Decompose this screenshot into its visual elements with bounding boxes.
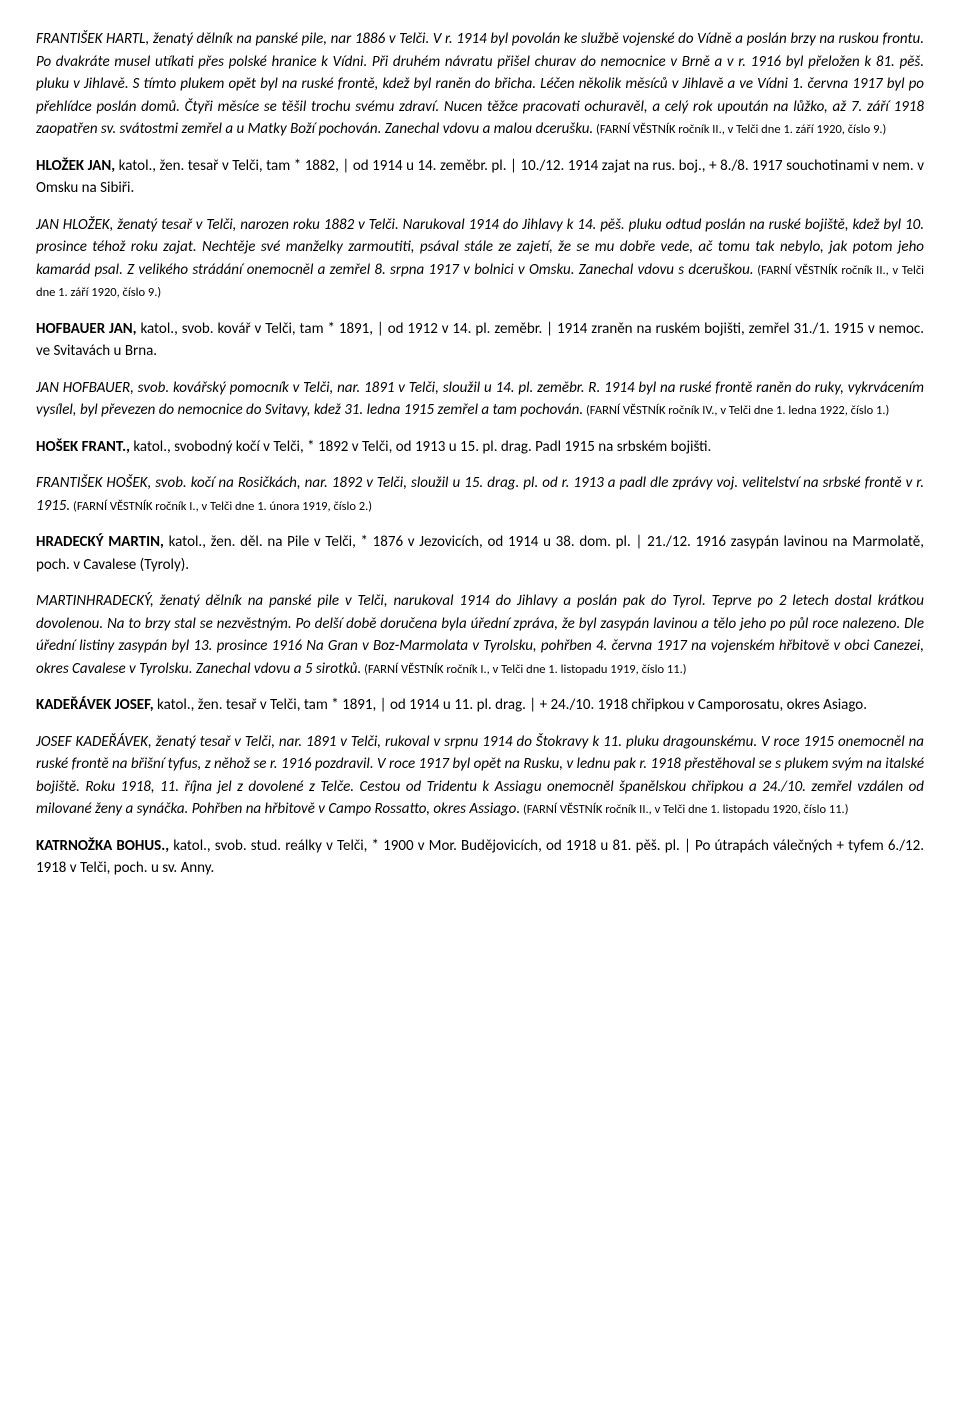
text-segment: katol., svobodný kočí v Telči, * 1892 v … <box>130 438 711 456</box>
text-segment: katol., žen. děl. na Pile v Telči, * 187… <box>36 533 924 574</box>
text-segment: HLOŽEK JAN, <box>36 157 115 175</box>
text-segment: HOŠEK FRANT., <box>36 438 130 456</box>
paragraph: JOSEF KADEŘÁVEK, ženatý tesař v Telči, n… <box>36 731 924 821</box>
paragraph: FRANTIŠEK HOŠEK, svob. kočí na Rosičkách… <box>36 472 924 517</box>
document-body: FRANTIŠEK HARTL, ženatý dělník na panské… <box>36 28 924 880</box>
text-segment: katol., žen. tesař v Telči, tam * 1891, … <box>154 696 867 714</box>
paragraph: HOFBAUER JAN, katol., svob. kovář v Telč… <box>36 318 924 363</box>
paragraph: KATRNOŽKA BOHUS., katol., svob. stud. re… <box>36 835 924 880</box>
text-segment: (FARNÍ VĚSTNÍK ročník I., v Telči dne 1.… <box>361 662 686 677</box>
text-segment: (FARNÍ VĚSTNÍK ročník II., v Telči dne 1… <box>520 802 848 817</box>
text-segment: katol., svob. kovář v Telči, tam * 1891,… <box>36 320 924 361</box>
text-segment: HRADECKÝ MARTIN, <box>36 533 164 551</box>
text-segment: katol., žen. tesař v Telči, tam * 1882, … <box>36 157 924 198</box>
text-segment: (FARNÍ VĚSTNÍK ročník II., v Telči dne 1… <box>593 122 886 137</box>
paragraph: HOŠEK FRANT., katol., svobodný kočí v Te… <box>36 436 924 459</box>
text-segment: KATRNOŽKA BOHUS., <box>36 837 169 855</box>
paragraph: JAN HOFBAUER, svob. kovářský pomocník v … <box>36 377 924 422</box>
text-segment: katol., svob. stud. reálky v Telči, * 19… <box>36 837 924 878</box>
paragraph: HRADECKÝ MARTIN, katol., žen. děl. na Pi… <box>36 531 924 576</box>
paragraph: HLOŽEK JAN, katol., žen. tesař v Telči, … <box>36 155 924 200</box>
paragraph: MARTINHRADECKÝ, ženatý dělník na panské … <box>36 590 924 680</box>
text-segment: HOFBAUER JAN, <box>36 320 137 338</box>
paragraph: JAN HLOŽEK, ženatý tesař v Telči, naroze… <box>36 214 924 304</box>
text-segment: (FARNÍ VĚSTNÍK ročník I., v Telči dne 1.… <box>70 499 372 514</box>
text-segment: (FARNÍ VĚSTNÍK ročník IV., v Telči dne 1… <box>583 403 889 418</box>
paragraph: KADEŘÁVEK JOSEF, katol., žen. tesař v Te… <box>36 694 924 717</box>
paragraph: FRANTIŠEK HARTL, ženatý dělník na panské… <box>36 28 924 141</box>
text-segment: KADEŘÁVEK JOSEF, <box>36 696 154 714</box>
